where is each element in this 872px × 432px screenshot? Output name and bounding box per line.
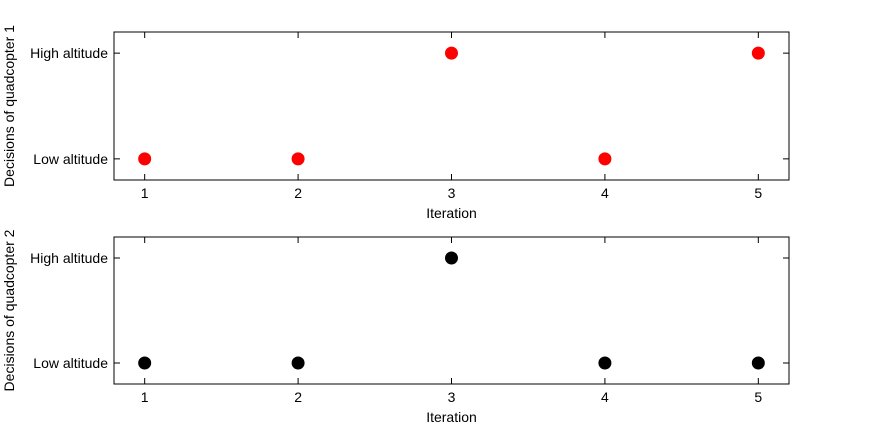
data-point: [291, 152, 305, 166]
x-tick-label: 1: [141, 389, 149, 405]
chart-panel-1: 1 2 3 4 5 Low altitude High altitude Iteration D…: [1, 25, 790, 221]
y-tick-label: High altitude: [30, 45, 108, 61]
data-point: [598, 152, 612, 166]
data-point: [751, 356, 765, 370]
x-tick-label: 1: [141, 185, 149, 201]
x-tick-label: 5: [754, 389, 762, 405]
x-tick-label: 4: [601, 389, 609, 405]
x-tick-label: 5: [754, 185, 762, 201]
x-tick-label: 4: [601, 185, 609, 201]
data-point: [445, 46, 458, 60]
data-point: [445, 251, 458, 265]
y-tick-label: Low altitude: [33, 151, 108, 167]
data-point: [751, 46, 765, 60]
data-point: [138, 356, 152, 370]
x-tick-label: 2: [294, 185, 302, 201]
y-axis-label: Decisions of quadcopter 1: [1, 25, 17, 187]
x-axis-label: Iteration: [426, 409, 477, 425]
y-tick-label: Low altitude: [33, 355, 108, 371]
chart-panel-2: 1 2 3 4 5 Low altitude High altitude Iteration D…: [1, 229, 790, 425]
data-point: [291, 356, 305, 370]
x-tick-label: 2: [294, 389, 302, 405]
x-axis-label: Iteration: [426, 205, 477, 221]
x-tick-label: 3: [448, 185, 456, 201]
data-point: [598, 356, 612, 370]
data-point: [138, 152, 152, 166]
y-tick-label: High altitude: [30, 250, 108, 266]
y-axis-label: Decisions of quadcopter 2: [1, 229, 17, 391]
x-tick-label: 3: [448, 389, 456, 405]
